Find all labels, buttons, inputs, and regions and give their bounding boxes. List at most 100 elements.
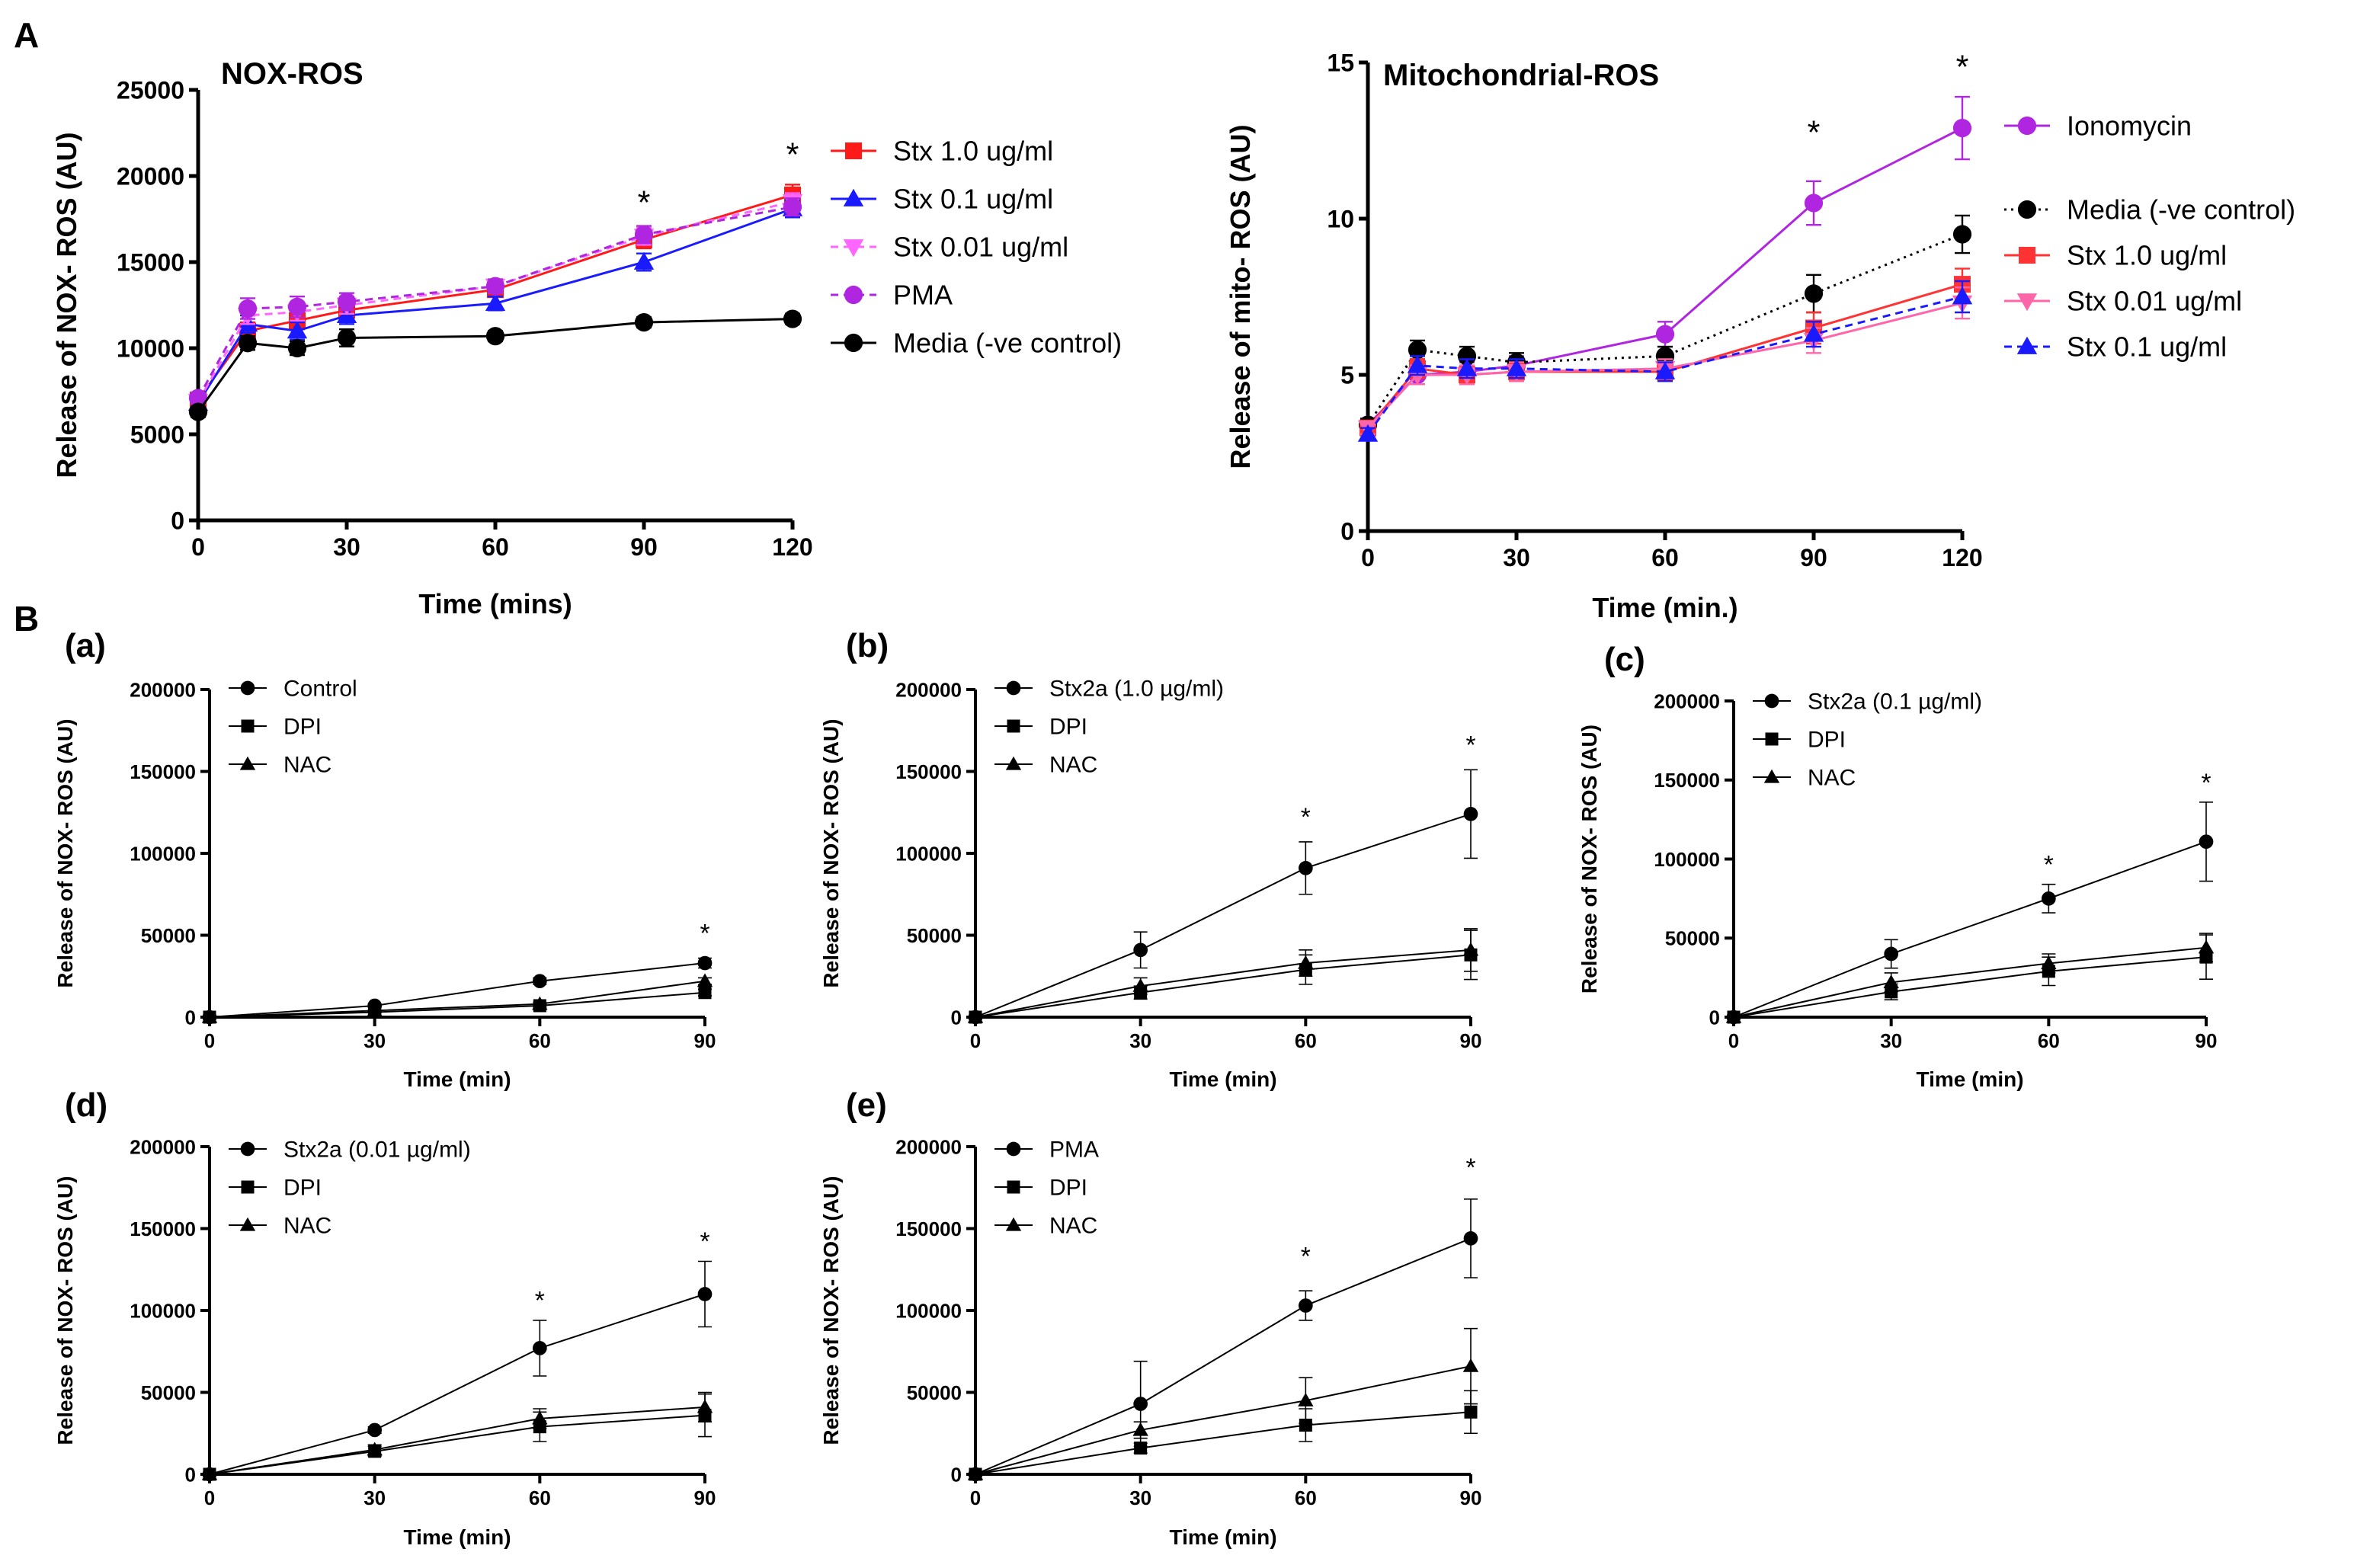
legend-marker (1007, 1180, 1020, 1194)
y-tick-label: 0 (185, 1006, 196, 1029)
y-tick-label: 50000 (907, 1381, 962, 1404)
series-pma (188, 197, 802, 408)
data-point (1132, 978, 1148, 992)
significance-star: * (535, 1287, 545, 1315)
data-point (337, 292, 357, 312)
series-line (209, 991, 706, 1018)
y-tick-label: 150000 (895, 760, 962, 783)
significance-star: * (1956, 50, 1969, 86)
data-point (697, 1399, 713, 1413)
data-point (1462, 942, 1479, 956)
legend-entry: Stx2a (0.01 µg/ml) (283, 1138, 471, 1163)
y-tick-label: 5000 (130, 421, 184, 449)
series-line (1733, 840, 2207, 1018)
significance-star: * (2044, 851, 2054, 879)
panel-b-letter: B (14, 599, 39, 638)
legend-entry: Stx 0.01 ug/ml (893, 232, 1068, 263)
x-tick-label: 30 (1129, 1486, 1151, 1509)
significance-star: * (2201, 769, 2211, 797)
series-line (975, 813, 1472, 1018)
y-tick-label: 200000 (895, 678, 962, 701)
y-tick-label: 100000 (130, 1299, 196, 1322)
x-tick-label: 60 (482, 533, 509, 561)
significance-star: * (786, 136, 799, 173)
x-tick-label: 30 (1880, 1029, 1902, 1052)
data-point (337, 328, 357, 347)
legend-entry: Stx2a (0.1 µg/ml) (1808, 690, 1982, 715)
data-point (532, 1341, 547, 1355)
legend-entry: NAC (283, 753, 331, 778)
x-tick-label: 60 (2038, 1029, 2060, 1052)
chart-title: NOX-ROS (221, 57, 364, 91)
data-point (783, 309, 802, 328)
data-point (1134, 1442, 1148, 1455)
data-point (1655, 347, 1675, 366)
y-tick-label: 150000 (895, 1218, 962, 1240)
y-tick-label: 100000 (895, 842, 962, 865)
y-tick-label: 5 (1340, 362, 1354, 389)
data-point (201, 1009, 218, 1023)
data-point (1298, 1298, 1313, 1313)
legend-entry: NAC (1049, 1214, 1097, 1239)
series-nac (1725, 933, 2215, 1023)
legend-marker (241, 719, 255, 733)
legend: Stx2a (1.0 µg/ml) DPI NAC (994, 677, 1224, 778)
x-axis-label: Time (min) (403, 1067, 511, 1091)
data-point (1463, 1231, 1478, 1246)
legend-entry: NAC (1049, 753, 1097, 778)
y-axis-label: Release of NOX- ROS (AU) (1577, 725, 1601, 994)
panel-a-letter: A (14, 15, 39, 55)
legend-entry: NAC (1808, 766, 1856, 791)
legend-marker (2019, 247, 2035, 264)
x-tick-label: 60 (1295, 1029, 1317, 1052)
data-point (1952, 119, 1972, 138)
significance-star: * (1465, 1154, 1475, 1182)
series-line (209, 980, 706, 1018)
y-axis-label: Release of mito- ROS (AU) (1225, 124, 1256, 469)
x-tick-label: 30 (364, 1029, 386, 1052)
legend: Control DPI NAC (229, 677, 357, 778)
series-line (975, 949, 1472, 1018)
legend: Stx2a (0.1 µg/ml) DPI NAC (1753, 690, 1982, 791)
data-point (485, 327, 505, 346)
data-point (698, 986, 712, 1000)
panel-label: (e) (846, 1086, 887, 1124)
data-point (238, 299, 258, 318)
series-stx2a-0-01-g-ml- (202, 1260, 713, 1482)
data-point (287, 297, 307, 316)
legend-marker (2016, 293, 2038, 312)
y-axis-label: Release of NOX- ROS (AU) (51, 132, 82, 478)
legend: Stx2a (0.01 µg/ml) DPI NAC (229, 1138, 471, 1239)
x-tick-label: 0 (1361, 544, 1375, 571)
legend-marker (1006, 1141, 1021, 1157)
data-point (1298, 955, 1314, 969)
series-stx-0-1-ug-ml (1357, 280, 1973, 442)
data-point (532, 996, 548, 1010)
chart-b-a-control: 0 50000 100000 150000 200000 0 30 60 90 Time (min… (53, 627, 716, 1091)
legend-marker (1765, 732, 1779, 746)
series-stx2a-0-1-g-ml- (1726, 802, 2214, 1025)
legend-entry: DPI (283, 715, 322, 740)
y-tick-label: 50000 (141, 924, 196, 947)
series-dpi (1727, 934, 2213, 1024)
data-point (1457, 347, 1477, 366)
series-stx2a-1-0-g-ml- (968, 769, 1478, 1025)
x-axis-label: Time (min) (403, 1525, 511, 1549)
legend-marker (845, 142, 862, 159)
y-tick-label: 200000 (895, 1135, 962, 1158)
legend: PMA DPI NAC (994, 1138, 1099, 1239)
legend-entry: DPI (1808, 728, 1846, 753)
data-point (967, 1009, 984, 1023)
legend-marker (240, 1141, 255, 1157)
y-tick-label: 15 (1327, 50, 1354, 77)
legend-entry: DPI (283, 1176, 322, 1201)
legend-entry: Control (283, 677, 357, 702)
data-point (1408, 341, 1427, 360)
data-point (1506, 358, 1527, 376)
series-nac (201, 1391, 713, 1480)
significance-star: * (1465, 731, 1475, 760)
data-point (1883, 974, 1899, 988)
x-tick-label: 90 (694, 1029, 716, 1052)
series-line (975, 1237, 1472, 1475)
chart-b-c-stx2a-01: 0 50000 100000 150000 200000 0 30 60 90 Time (min… (1577, 641, 2217, 1091)
